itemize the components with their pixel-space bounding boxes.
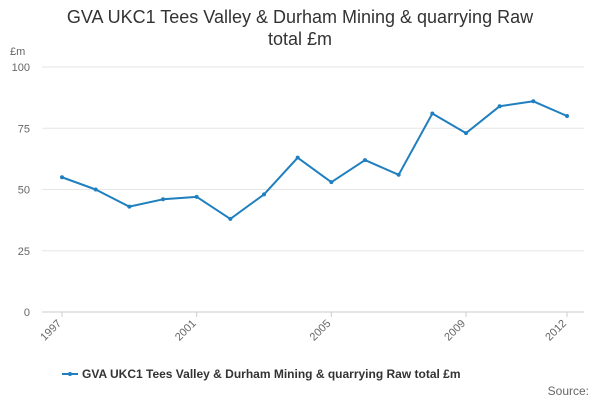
series-line: [61, 100, 568, 220]
data-point[interactable]: [127, 204, 132, 209]
y-tick-label: 50: [18, 185, 30, 197]
y-axis-unit-label: £m: [10, 46, 25, 58]
axes: 0 25 50 75 100 £m 1997 2001 2005 2009 2012: [10, 46, 569, 343]
data-point[interactable]: [194, 194, 199, 199]
data-point[interactable]: [464, 131, 468, 136]
legend[interactable]: GVA UKC1 Tees Valley & Durham Mining & q…: [62, 367, 461, 381]
data-point[interactable]: [228, 216, 233, 221]
chart-title-line-1: GVA UKC1 Tees Valley & Durham Mining & q…: [66, 7, 534, 27]
x-tick-label: 2001: [173, 318, 199, 344]
x-tick-label: 2009: [442, 318, 468, 344]
series-layer: [60, 99, 569, 221]
y-tick-label: 25: [18, 246, 30, 258]
y-tick-label: 75: [18, 123, 30, 135]
data-point[interactable]: [497, 104, 502, 109]
data-point[interactable]: [161, 197, 165, 202]
data-point[interactable]: [295, 155, 300, 160]
data-point[interactable]: [565, 114, 569, 118]
legend-item-label[interactable]: GVA UKC1 Tees Valley & Durham Mining & q…: [82, 367, 461, 381]
data-point[interactable]: [531, 99, 536, 104]
chart-title: GVA UKC1 Tees Valley & Durham Mining & q…: [0, 6, 600, 50]
y-tick-label: 0: [24, 307, 30, 319]
x-tick-label: 2005: [308, 318, 334, 344]
data-point[interactable]: [430, 111, 435, 116]
data-point[interactable]: [329, 180, 334, 185]
x-tick-label: 1997: [38, 318, 64, 344]
data-point[interactable]: [363, 158, 367, 163]
data-point[interactable]: [396, 172, 401, 177]
y-tick-label: 100: [12, 62, 30, 74]
legend-swatch-marker: [68, 372, 72, 376]
data-point[interactable]: [262, 192, 266, 197]
x-tick-label: 2012: [543, 318, 569, 344]
data-point[interactable]: [60, 175, 64, 180]
data-point[interactable]: [93, 187, 98, 192]
chart-title-line-2: total £m: [267, 29, 333, 49]
gridlines: [42, 66, 584, 313]
source-label: Source:: [548, 384, 589, 398]
